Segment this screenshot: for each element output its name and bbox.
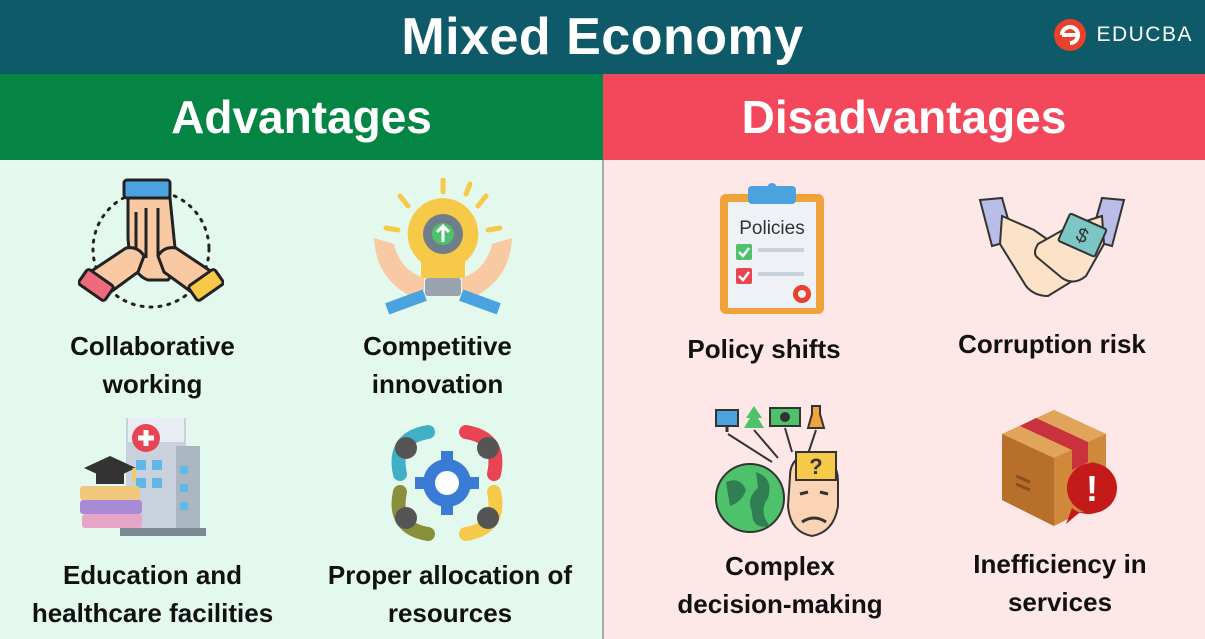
advantages-heading: Advantages [0, 74, 603, 160]
exclamation-mark-text: ! [1086, 468, 1098, 509]
policies-icon-text: Policies [739, 218, 804, 239]
bribe-handshake-icon: $ [978, 196, 1126, 298]
teamwork-hands-icon [78, 178, 224, 309]
advantage-label-resource-allocation: Proper allocation of resources [327, 560, 573, 628]
box-warning-icon: ! [1002, 410, 1117, 526]
advantages-panel [0, 160, 603, 639]
disadvantage-label-policy-shifts: Policy shifts [687, 334, 841, 364]
disadvantage-label-inefficiency: Inefficiency in services [973, 549, 1147, 617]
school-hospital-icon [80, 418, 206, 536]
confused-head-icon: ? [715, 405, 839, 538]
brand-logo: EDUCBA [1052, 18, 1193, 52]
advantage-label-competitive-innovation: Competitive innovation [363, 331, 512, 399]
brand-name: EDUCBA [1096, 23, 1193, 46]
disadvantage-label-complex-decision-making: Complex decision-making [677, 551, 883, 619]
column-divider [602, 160, 604, 639]
lightbulb-gear-icon [374, 178, 512, 315]
policies-clipboard-icon: Policies [720, 183, 824, 314]
question-mark-text: ? [809, 454, 822, 479]
educba-logo-icon [1054, 19, 1087, 51]
page-title: Mixed Economy [401, 8, 804, 66]
title-bar [0, 0, 1205, 74]
advantage-label-education-healthcare: Education and healthcare facilities [31, 560, 274, 628]
resource-gear-icon [391, 425, 503, 541]
disadvantages-heading: Disadvantages [603, 74, 1205, 160]
advantage-label-collaborative-working: Collaborative working [70, 331, 235, 399]
disadvantage-label-corruption-risk: Corruption risk [958, 329, 1146, 359]
